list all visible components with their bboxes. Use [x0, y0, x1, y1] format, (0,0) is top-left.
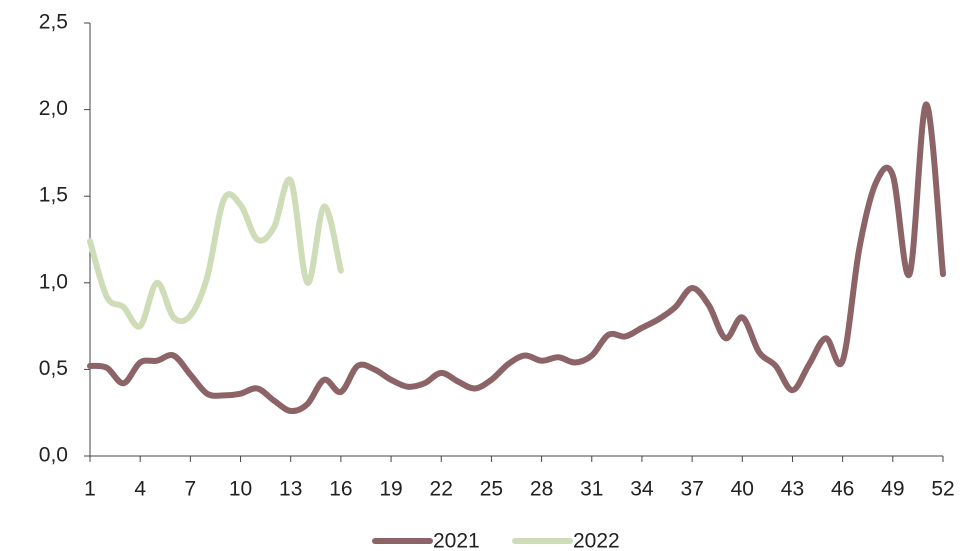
x-tick-label: 1: [84, 478, 96, 501]
x-tick-label: 28: [530, 478, 553, 501]
x-tick-label: 7: [185, 478, 197, 501]
x-tick-label: 49: [881, 478, 904, 501]
line: [87, 176, 344, 330]
x-tick-label: 34: [630, 478, 654, 501]
legend-label: 2021: [433, 530, 480, 551]
y-tick-label: 1,5: [39, 184, 68, 207]
x-tick-label: 40: [731, 478, 754, 501]
legend-label: 2022: [573, 530, 620, 551]
y-tick-label: 1,0: [39, 270, 68, 293]
y-tick-label: 0,0: [39, 444, 68, 467]
x-tick-label: 16: [329, 478, 352, 501]
y-tick-label: 2,5: [39, 11, 68, 34]
y-tick-label: 0,5: [39, 357, 68, 380]
x-tick-label: 19: [379, 478, 402, 501]
x-tick-label: 22: [430, 478, 453, 501]
x-tick-label: 46: [831, 478, 854, 501]
x-tick-label: 43: [781, 478, 804, 501]
x-tick-label: 10: [229, 478, 252, 501]
x-tick-label: 25: [480, 478, 503, 501]
line: [87, 101, 946, 415]
x-tick-label: 31: [580, 478, 603, 501]
y-tick-label: 2,0: [39, 97, 68, 120]
x-tick-label: 37: [680, 478, 703, 501]
x-tick-label: 4: [134, 478, 146, 501]
x-tick-label: 13: [279, 478, 302, 501]
x-tick-label: 52: [931, 478, 954, 501]
